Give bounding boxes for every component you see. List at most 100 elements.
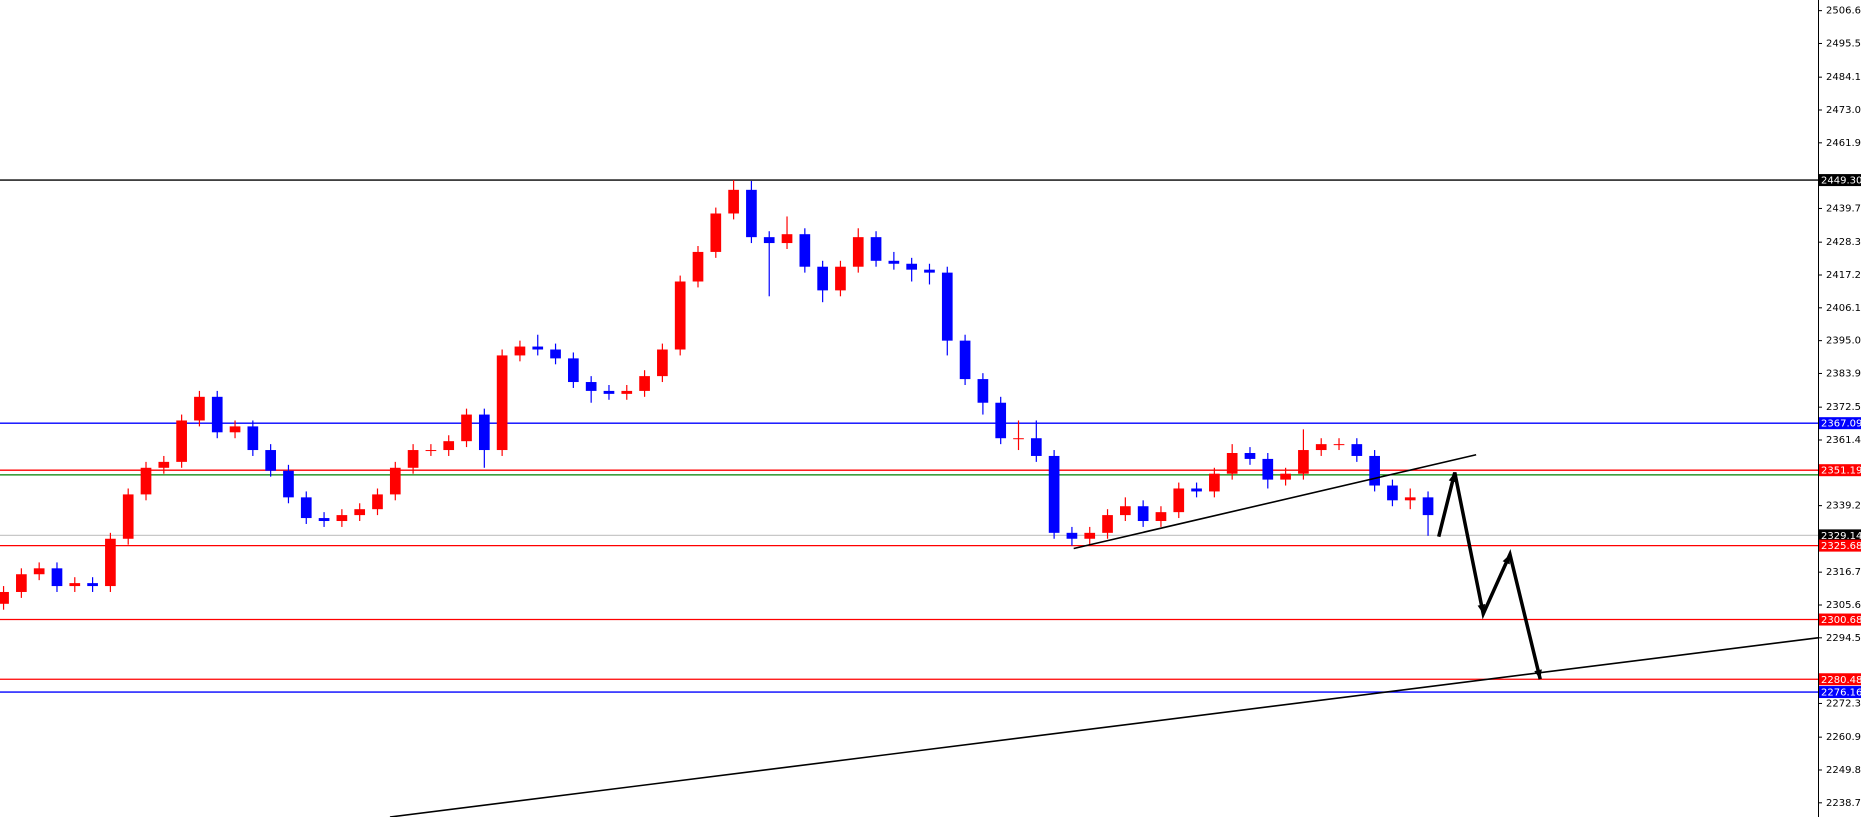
trendline [389, 637, 1819, 817]
candle-body [283, 470, 294, 498]
y-tick-label: 2417.20 [1826, 270, 1861, 281]
candle-body [158, 461, 170, 468]
level-label: 2276.16 [1821, 688, 1861, 699]
candle-body [33, 568, 45, 575]
candle-body [1120, 506, 1131, 516]
candle-body [1422, 497, 1434, 516]
candle-body [318, 518, 330, 522]
candle-body [1280, 473, 1291, 480]
level-label: 2300.68 [1821, 615, 1861, 626]
candle-body [176, 420, 187, 462]
arrow-head [1477, 604, 1486, 614]
candle-body [105, 538, 116, 587]
candle-body [1209, 473, 1220, 492]
candle-body [1137, 506, 1149, 522]
candle-body [443, 441, 455, 451]
candle-body [550, 349, 561, 359]
y-tick-label: 2372.50 [1826, 402, 1861, 413]
y-tick-label: 2249.80 [1826, 765, 1861, 776]
arrow-head [1448, 472, 1457, 483]
y-tick-label: 2406.10 [1826, 303, 1861, 314]
y-tick-label: 2473.00 [1826, 105, 1861, 116]
y-tick-label: 2339.20 [1826, 501, 1861, 512]
level-label: 2329.14 [1821, 531, 1861, 542]
candle-body [728, 189, 739, 214]
y-tick-label: 2361.40 [1826, 435, 1861, 446]
candle-body [924, 269, 935, 273]
trendline [1073, 453, 1477, 550]
level-label-box [1819, 417, 1861, 430]
y-tick-label: 2428.30 [1826, 237, 1861, 248]
candle-body [941, 272, 953, 341]
y-tick-label: 2238.70 [1826, 798, 1861, 809]
candle-body [817, 266, 828, 291]
candle-body [1191, 488, 1202, 492]
level-label: 2325.68 [1821, 541, 1861, 552]
candle-body [603, 390, 615, 394]
candle-body [1369, 455, 1380, 486]
candle-body [1226, 453, 1238, 474]
candle-body [461, 414, 472, 442]
candle-body [425, 450, 437, 452]
projection-path [1437, 472, 1542, 680]
candle-body [514, 346, 526, 356]
candle-body [657, 349, 668, 377]
candle-body [888, 260, 900, 264]
candle-body [496, 355, 508, 451]
candle-body [1173, 488, 1185, 513]
y-tick-label: 2395.00 [1826, 336, 1861, 347]
candle-body [372, 494, 383, 510]
y-tick-label: 2316.70 [1826, 567, 1861, 578]
candle-body [568, 358, 579, 383]
level-label-box [1819, 174, 1861, 187]
arrow-head [1534, 669, 1542, 680]
y-tick-label: 2260.90 [1826, 732, 1861, 743]
candle-body [478, 414, 490, 451]
candle-body [211, 396, 223, 433]
candle-body [1102, 515, 1113, 533]
level-label-box [1819, 529, 1861, 542]
candle-body [1048, 455, 1060, 533]
candle-body [763, 237, 775, 244]
y-tick-label: 2461.90 [1826, 138, 1861, 149]
level-label-box [1819, 613, 1861, 626]
candle-body [140, 467, 152, 495]
y-tick-label: 2294.50 [1826, 633, 1861, 644]
candle-body [122, 494, 134, 539]
candle-body [852, 237, 864, 267]
candle-body [1084, 532, 1096, 539]
candle-body [977, 379, 989, 403]
candle-body [69, 583, 81, 587]
candle-body [1262, 458, 1274, 480]
candle-body [532, 346, 544, 350]
candle-body [194, 396, 205, 421]
level-label: 2351.19 [1821, 466, 1861, 477]
candle-body [16, 574, 27, 592]
candle-body [300, 497, 312, 519]
candle-body [87, 583, 98, 587]
candle-body [995, 402, 1007, 439]
y-tick-label: 2305.60 [1826, 600, 1861, 611]
candle-body [1404, 497, 1416, 501]
level-label: 2449.30 [1821, 176, 1861, 187]
arrow-head [1502, 554, 1510, 565]
y-tick-label: 2272.30 [1826, 698, 1861, 709]
candle-body [906, 263, 918, 270]
candle-body [674, 281, 686, 350]
candle-body [1298, 450, 1309, 474]
candle-body [1155, 512, 1167, 522]
candle-body [746, 189, 757, 238]
candle-body [0, 591, 9, 604]
candle-body [229, 426, 241, 433]
candle-body [621, 390, 633, 394]
candle-body [1030, 438, 1042, 456]
candle-body [1244, 453, 1256, 459]
candle-body [1387, 485, 1398, 501]
level-label-box [1819, 673, 1861, 686]
level-label: 2280.48 [1821, 675, 1861, 686]
candle-body [336, 515, 348, 522]
level-label: 2367.09 [1821, 419, 1861, 430]
candle-body [781, 234, 793, 244]
candle-body [1013, 438, 1024, 440]
